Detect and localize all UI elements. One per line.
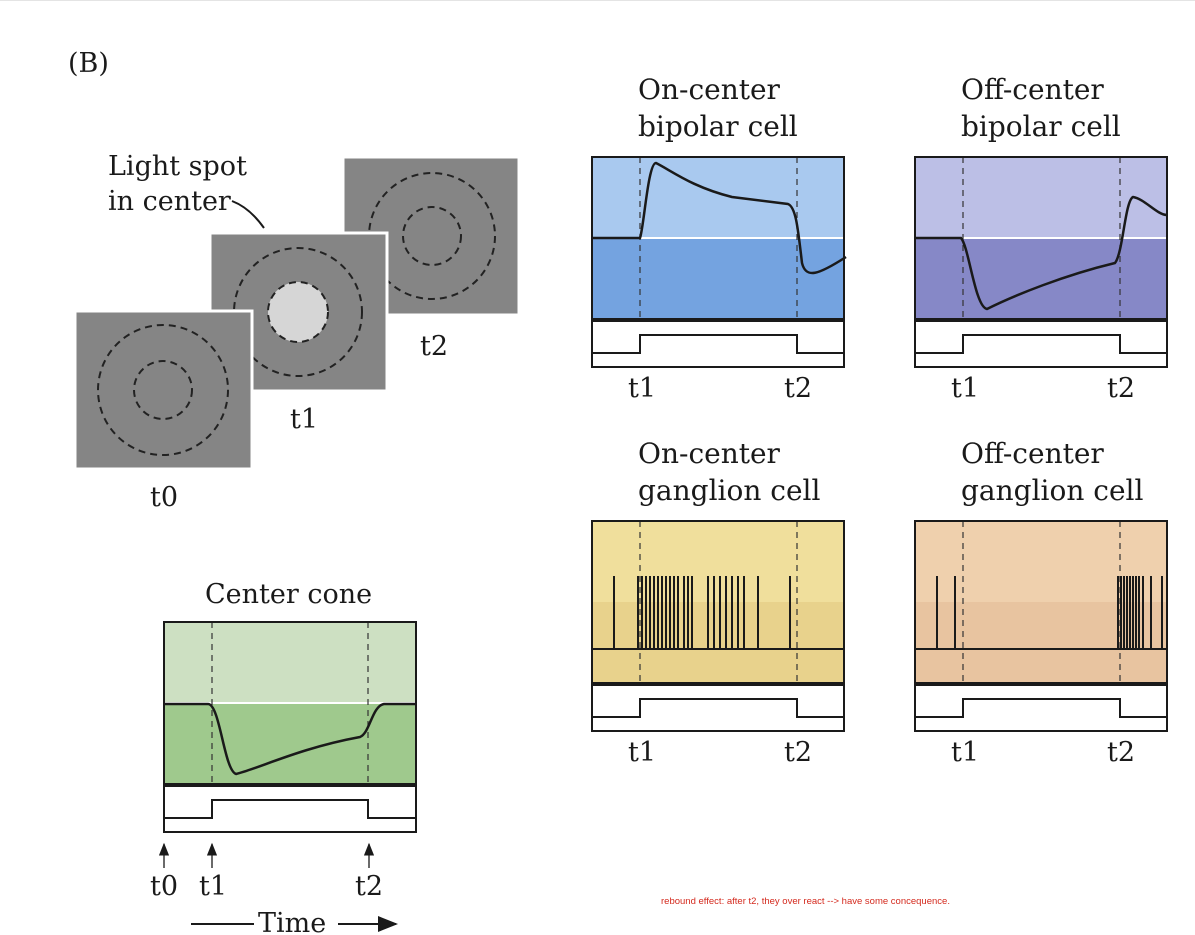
cell-title-on-ganglion-2: ganglion cell [638, 474, 820, 507]
cell-label-t1-on-bipolar: t1 [628, 373, 656, 404]
cell-title-off-ganglion-2: ganglion cell [961, 474, 1143, 507]
cell-stimulus-strip-on-bipolar [591, 320, 845, 368]
cell-trace-off-bipolar [915, 195, 1168, 311]
stimulus-frame-t1 [208, 231, 389, 393]
frame-label-t0: t0 [150, 482, 178, 513]
center-cone-stimulus-strip [163, 785, 417, 833]
cell-lower-off-bipolar [915, 238, 1167, 319]
cell-title-on-bipolar-1: On-center [638, 73, 781, 106]
cell-trace-on-bipolar [592, 161, 847, 275]
cone-label-t2: t2 [355, 871, 383, 902]
cell-panel-on-ganglion: On-center ganglion cell t1 t2 [591, 437, 845, 768]
cell-title-on-ganglion-1: On-center [638, 437, 781, 470]
time-axis-label: Time [258, 908, 326, 935]
callout-pointer [231, 200, 265, 229]
cell-lower-on-ganglion [592, 602, 844, 683]
cell-label-t2-off-ganglion: t2 [1107, 737, 1135, 768]
cell-stimulus-strip-off-ganglion [914, 684, 1168, 732]
rebound-annotation: rebound effect: after t2, they over reac… [661, 896, 950, 907]
cone-label-t0: t0 [150, 871, 178, 902]
cell-label-t1-off-bipolar: t1 [951, 373, 979, 404]
cone-label-t1: t1 [199, 871, 227, 902]
cell-title-on-bipolar-2: bipolar cell [638, 110, 798, 143]
center-cone-lower [164, 703, 416, 784]
cell-lower-on-bipolar [592, 238, 844, 319]
stimulus-frame-t0 [73, 309, 254, 471]
center-cone-panel: Center cone t0 t1 t2 Time [150, 579, 417, 935]
cell-label-t2-on-ganglion: t2 [784, 737, 812, 768]
cell-upper-off-bipolar [915, 157, 1167, 238]
frame-label-t1: t1 [290, 404, 318, 435]
cell-title-off-ganglion-1: Off-center [961, 437, 1104, 470]
cell-stimulus-strip-off-bipolar [914, 320, 1168, 368]
center-cone-trace [164, 702, 416, 776]
center-cone-title: Center cone [205, 579, 372, 610]
top-border [0, 0, 1195, 1]
cell-stimulus-strip-on-ganglion [591, 684, 845, 732]
cell-upper-on-ganglion [592, 521, 844, 602]
cell-label-t1-on-ganglion: t1 [628, 737, 656, 768]
cell-label-t2-on-bipolar: t2 [784, 373, 812, 404]
stimulus-frames [73, 155, 521, 471]
light-spot [267, 281, 329, 343]
frame-label-t2: t2 [420, 331, 448, 362]
cell-title-off-bipolar-1: Off-center [961, 73, 1104, 106]
callout-line-1: Light spot [108, 151, 247, 182]
cell-upper-on-bipolar [592, 157, 844, 238]
cell-response-panels: On-center bipolar cell t1 t2 Off-center bipol… [591, 73, 1168, 768]
callout-line-2: in center [108, 186, 231, 217]
cell-panel-off-bipolar: Off-center bipolar cell t1 t2 [914, 73, 1168, 404]
cell-title-off-bipolar-2: bipolar cell [961, 110, 1121, 143]
cell-label-t1-off-ganglion: t1 [951, 737, 979, 768]
cell-panel-off-ganglion: Off-center ganglion cell t1 t2 [914, 437, 1168, 768]
panel-label: (B) [68, 48, 109, 79]
center-cone-upper [164, 622, 416, 703]
cell-label-t2-off-bipolar: t2 [1107, 373, 1135, 404]
cell-panel-on-bipolar: On-center bipolar cell t1 t2 [591, 73, 847, 404]
